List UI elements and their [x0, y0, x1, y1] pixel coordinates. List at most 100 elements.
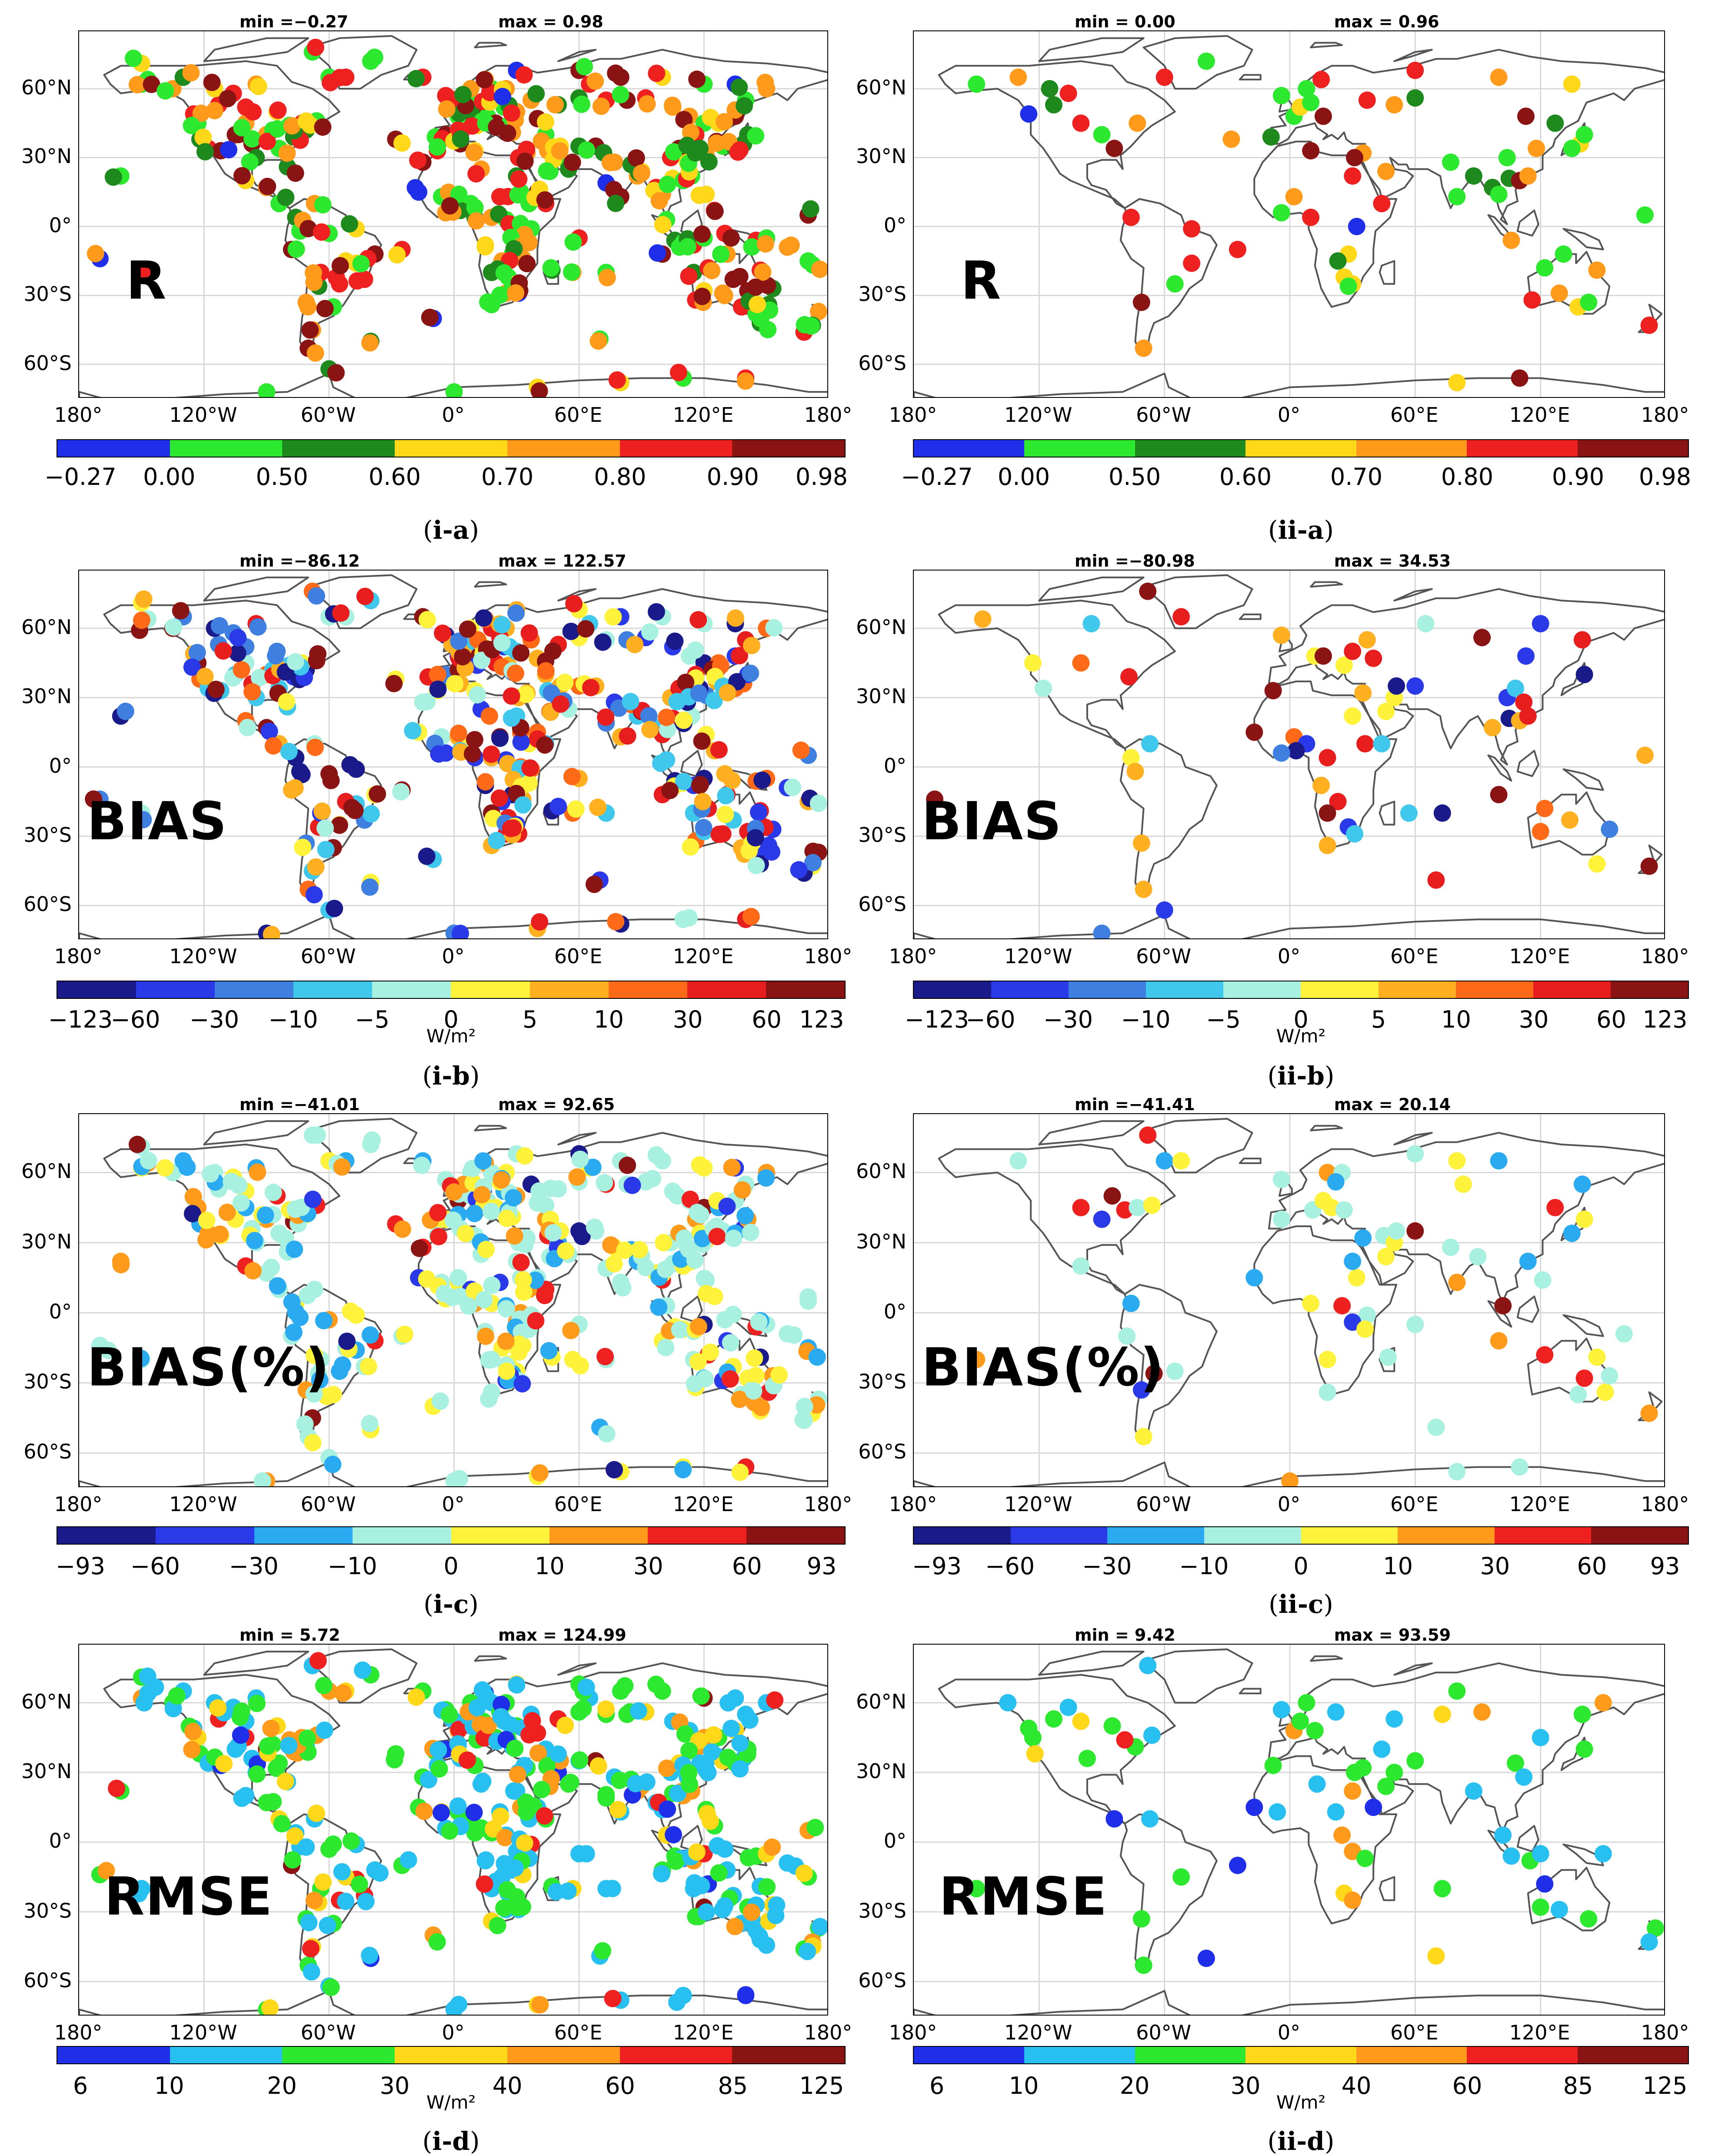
station-marker	[218, 1203, 236, 1221]
station-marker	[531, 1996, 549, 2014]
coastline	[1562, 228, 1604, 250]
station-marker	[509, 186, 527, 204]
station-marker	[530, 382, 548, 397]
station-marker	[663, 97, 681, 114]
station-marker	[286, 164, 304, 182]
station-marker	[1358, 91, 1376, 109]
latitude-label: 60°N	[856, 76, 906, 100]
station-marker	[449, 1797, 467, 1815]
colorbar-tick-label: −10	[327, 1552, 377, 1580]
station-marker	[483, 745, 500, 763]
station-marker	[549, 798, 567, 815]
min-label: min =−80.98	[1074, 551, 1195, 571]
station-marker	[1024, 654, 1042, 672]
station-marker	[536, 1287, 553, 1305]
station-marker	[1156, 68, 1173, 86]
station-marker	[633, 164, 650, 182]
station-marker	[1406, 1145, 1424, 1163]
station-marker	[669, 364, 687, 381]
station-marker	[258, 133, 276, 150]
station-marker	[1406, 61, 1424, 79]
station-marker	[1172, 608, 1190, 626]
station-marker	[531, 913, 549, 931]
station-marker	[1272, 1171, 1290, 1188]
station-marker	[740, 842, 758, 860]
station-marker	[1122, 749, 1140, 767]
station-marker	[489, 1917, 506, 1934]
station-marker	[689, 1318, 707, 1335]
station-marker	[278, 144, 296, 162]
colorbar-segment	[1494, 1527, 1592, 1544]
station-marker	[1532, 615, 1549, 633]
station-marker	[746, 829, 764, 847]
station-marker	[1442, 154, 1459, 171]
station-marker	[743, 238, 761, 256]
station-marker	[369, 785, 386, 803]
station-marker	[263, 925, 280, 938]
station-marker	[571, 1151, 589, 1168]
station-marker	[523, 1712, 541, 1730]
station-marker	[276, 1772, 294, 1790]
station-marker	[703, 1743, 721, 1761]
longitude-label: 180°	[889, 945, 937, 968]
station-marker	[717, 787, 735, 804]
station-marker	[143, 76, 160, 93]
colorbar-tick-label: 6	[929, 2072, 945, 2099]
longitude-label: 60°W	[1136, 403, 1192, 427]
longitude-label: 180°	[889, 403, 937, 427]
coastline	[1393, 1132, 1433, 1145]
station-marker	[309, 1652, 327, 1670]
station-marker	[688, 1843, 706, 1861]
station-marker	[665, 143, 683, 161]
station-marker	[1093, 924, 1111, 938]
longitude-label: 180°	[1641, 1492, 1689, 1516]
station-marker	[1385, 1763, 1403, 1781]
coastline	[1253, 140, 1398, 308]
coastline	[1239, 1688, 1262, 1695]
station-marker	[473, 651, 490, 669]
station-marker	[430, 1760, 448, 1778]
station-marker	[305, 1385, 323, 1403]
station-marker	[747, 857, 765, 874]
coastline	[1038, 37, 1145, 62]
longitude-label: 180°	[54, 2021, 103, 2044]
latitude-label: 30°S	[858, 1370, 906, 1394]
station-marker	[476, 1875, 493, 1893]
station-marker	[477, 1328, 494, 1345]
station-marker	[689, 611, 707, 629]
station-marker	[1082, 615, 1100, 633]
station-marker	[466, 199, 484, 217]
coastline	[726, 1314, 768, 1337]
colorbar-tick-label: 30	[1230, 2072, 1261, 2099]
colorbar-tick-label: 60	[1577, 1552, 1607, 1580]
station-marker	[1373, 1740, 1391, 1758]
station-marker	[1059, 84, 1077, 102]
station-marker	[1132, 294, 1150, 311]
station-marker	[300, 220, 317, 237]
colorbar-segment	[170, 2047, 283, 2063]
station-marker	[1356, 735, 1374, 753]
station-marker	[1093, 126, 1111, 144]
station-marker	[597, 1786, 615, 1804]
station-marker	[392, 783, 410, 801]
station-marker	[476, 238, 494, 256]
station-marker	[659, 1800, 676, 1818]
station-marker	[517, 1793, 535, 1811]
station-marker	[540, 1342, 558, 1360]
station-marker	[480, 1390, 498, 1408]
station-marker	[597, 1700, 615, 1718]
station-marker	[309, 645, 326, 663]
station-marker	[506, 1227, 523, 1245]
colorbar-tick-label: 60	[732, 1552, 762, 1580]
station-marker	[641, 721, 659, 738]
station-marker	[1502, 1847, 1520, 1865]
station-marker	[512, 733, 530, 751]
station-marker	[1433, 1880, 1451, 1898]
station-marker	[128, 1135, 146, 1153]
station-marker	[132, 1349, 150, 1367]
longitude-label: 180°	[804, 945, 853, 968]
station-marker	[203, 73, 221, 91]
station-marker	[1072, 1199, 1090, 1216]
colorbar-tick-label: 0	[1293, 1552, 1309, 1580]
station-marker	[488, 832, 506, 849]
